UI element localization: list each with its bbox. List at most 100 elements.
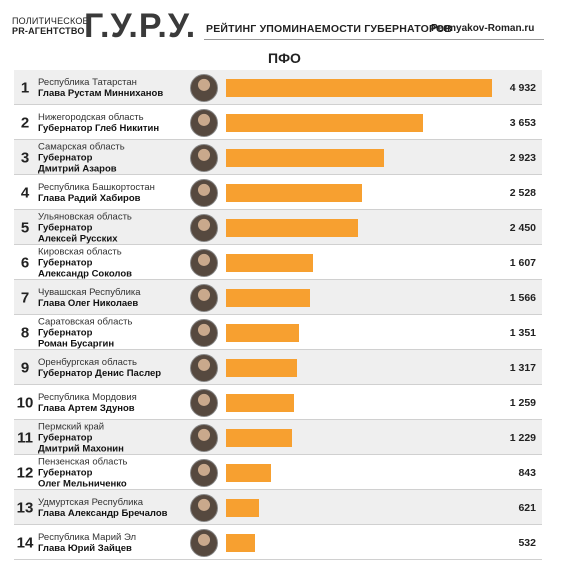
region-name: Республика Мордовия xyxy=(38,391,137,403)
bar xyxy=(226,183,362,202)
bar xyxy=(226,218,358,237)
avatar xyxy=(190,458,218,487)
region-name: Самарская область xyxy=(38,141,125,152)
avatar xyxy=(190,143,218,172)
avatar xyxy=(190,73,218,102)
table-row: 1 Республика Татарстан Глава Рустам Минних… xyxy=(14,70,542,105)
avatar xyxy=(190,423,218,452)
governor-name: Губернатор xyxy=(38,432,93,443)
row-divider xyxy=(14,314,542,315)
bar xyxy=(226,113,423,132)
data-label: 1 607 xyxy=(509,256,536,269)
row-divider xyxy=(14,559,542,560)
data-label: 3 653 xyxy=(509,116,536,129)
row-divider xyxy=(14,489,542,490)
data-label: 1 566 xyxy=(509,291,536,304)
rank-number: 10 xyxy=(16,394,34,411)
category-label: Саратовская область Губернатор Роман Бусар… xyxy=(38,316,188,349)
category-label: Ульяновская область Губернатор Алексей Рус… xyxy=(38,211,188,244)
logo-text: Г.У.Р.У. xyxy=(84,7,197,45)
data-label: 2 528 xyxy=(509,186,536,199)
row-divider xyxy=(14,384,542,385)
bar xyxy=(226,533,255,552)
avatar xyxy=(190,353,218,382)
data-label: 2 450 xyxy=(509,221,536,234)
region-name: Чувашская Республика xyxy=(38,286,141,298)
bar xyxy=(226,78,492,97)
governor-name: Губернатор Глеб Никитин xyxy=(38,122,160,134)
row-divider xyxy=(14,104,542,105)
rank-number: 7 xyxy=(20,289,30,306)
rank-number: 11 xyxy=(17,429,33,446)
website-link[interactable]: Permyakov-Roman.ru xyxy=(431,23,535,34)
bar xyxy=(226,393,294,412)
category-label: Пензенская область Губернатор Олег Мельнич… xyxy=(38,456,188,489)
table-row: 10 Республика Мордовия Глава Артем Здунов 1… xyxy=(14,385,542,420)
chart-title: ПФО xyxy=(268,50,301,66)
data-label: 1 317 xyxy=(509,361,536,374)
region-name: Республика Марий Эл xyxy=(38,531,137,543)
region-name: Ульяновская область xyxy=(38,211,132,222)
row-divider xyxy=(14,174,542,175)
avatar xyxy=(190,528,218,557)
category-label: Кировская область Губернатор Александр Сок… xyxy=(38,246,188,279)
table-row: 3 Самарская область Губернатор Дмитрий Азар… xyxy=(14,140,542,175)
table-row: 4 Республика Башкортостан Глава Радий Хаби… xyxy=(14,175,542,210)
bar xyxy=(226,428,292,447)
governor-name: Глава Александр Бречалов xyxy=(38,507,168,519)
row-divider xyxy=(14,279,542,280)
data-label: 532 xyxy=(518,536,536,549)
category-label: Самарская область Губернатор Дмитрий Азаро… xyxy=(38,141,188,174)
category-label: Республика Башкортостан Глава Радий Хабир… xyxy=(38,182,188,204)
governor-name: Дмитрий Азаров xyxy=(38,163,117,174)
governor-name: Губернатор xyxy=(38,152,93,163)
bar xyxy=(226,323,299,342)
rank-number: 14 xyxy=(16,534,34,551)
avatar xyxy=(190,388,218,417)
rank-number: 6 xyxy=(20,254,30,271)
row-divider xyxy=(14,454,542,455)
governor-name: Губернатор xyxy=(38,467,93,478)
data-label: 621 xyxy=(518,501,536,514)
region-name: Республика Башкортостан xyxy=(38,181,155,193)
data-label: 1 351 xyxy=(509,326,536,339)
avatar xyxy=(190,493,218,522)
table-row: 8 Саратовская область Губернатор Роман Буса… xyxy=(14,315,542,350)
region-name: Пермский край xyxy=(38,421,105,432)
row-divider xyxy=(14,419,542,420)
bar xyxy=(226,463,271,482)
bar xyxy=(226,148,384,167)
rank-number: 12 xyxy=(16,464,34,481)
table-row: 6 Кировская область Губернатор Александр Со… xyxy=(14,245,542,280)
row-divider xyxy=(14,209,542,210)
bar xyxy=(226,358,297,377)
avatar xyxy=(190,248,218,277)
rank-number: 2 xyxy=(20,114,30,131)
governor-name: Глава Рустам Минниханов xyxy=(38,87,164,99)
region-name: Нижегородская область xyxy=(38,111,144,123)
table-row: 7 Чувашская Республика Глава Олег Николаев… xyxy=(14,280,542,315)
table-row: 12 Пензенская область Губернатор Олег Мельн… xyxy=(14,455,542,490)
region-name: Удмуртская Республика xyxy=(38,496,144,508)
avatar xyxy=(190,178,218,207)
category-label: Чувашская Республика Глава Олег Николаев xyxy=(38,287,188,309)
avatar xyxy=(190,318,218,347)
rank-number: 4 xyxy=(20,184,30,201)
region-name: Оренбургская область xyxy=(38,356,137,368)
region-name: Республика Татарстан xyxy=(38,76,137,88)
table-row: 14 Республика Марий Эл Глава Юрий Зайцев 53… xyxy=(14,525,542,560)
governor-name: Дмитрий Махонин xyxy=(38,443,124,454)
rank-number: 5 xyxy=(20,219,30,236)
category-label: Нижегородская область Губернатор Глеб Ник… xyxy=(38,112,188,134)
region-name: Кировская область xyxy=(38,246,122,257)
rank-number: 13 xyxy=(16,499,34,516)
agency-label: ПОЛИТИЧЕСКОЕ PR-АГЕНТСТВО xyxy=(12,16,89,36)
governor-name: Глава Артем Здунов xyxy=(38,402,135,414)
header-divider xyxy=(204,39,544,40)
bar xyxy=(226,253,313,272)
data-label: 4 932 xyxy=(509,81,536,94)
agency-line1: ПОЛИТИЧЕСКОЕ xyxy=(12,16,89,26)
data-label: 2 923 xyxy=(509,151,536,164)
row-divider xyxy=(14,244,542,245)
governor-name: Губернатор xyxy=(38,327,93,338)
